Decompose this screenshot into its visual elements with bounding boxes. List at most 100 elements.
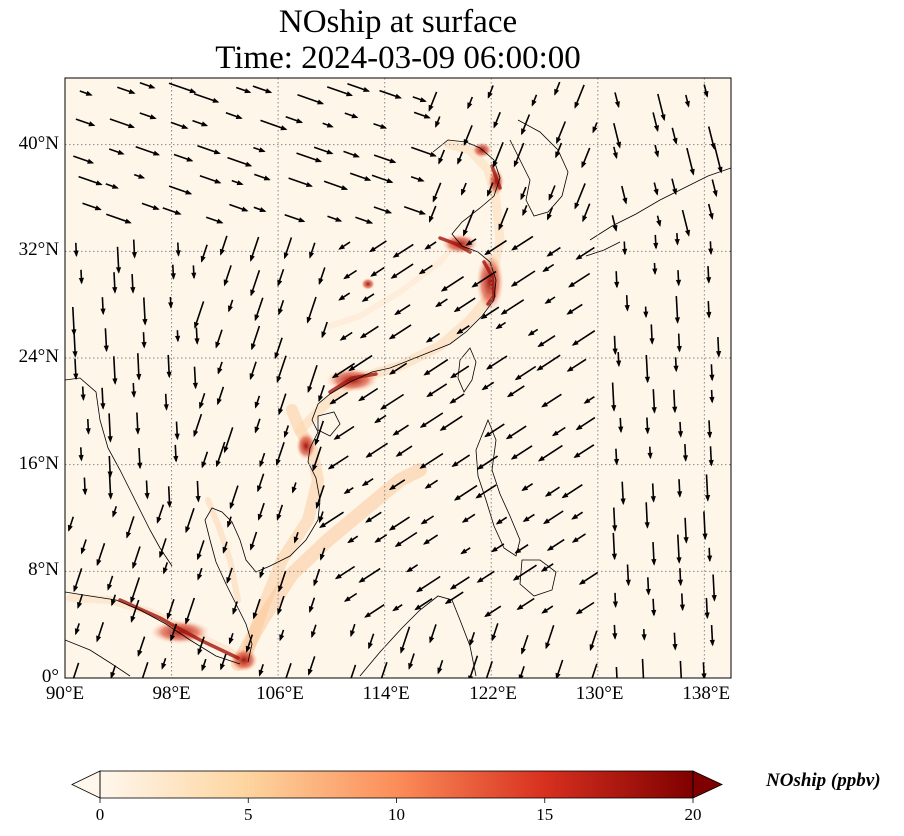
- wind-arrow-head: [420, 518, 428, 525]
- wind-arrow-head: [358, 577, 366, 583]
- wind-arrow-head: [333, 434, 341, 440]
- wind-arrow-head: [537, 455, 545, 462]
- wind-arrow-head: [228, 305, 233, 313]
- wind-arrow-head: [307, 386, 313, 393]
- wind-arrow-head: [139, 680, 144, 687]
- high-concentration-core: [118, 598, 240, 660]
- wind-arrow-head: [82, 488, 88, 496]
- wind-arrow-head: [548, 193, 554, 201]
- wind-arrow-head: [131, 391, 137, 398]
- wind-arrow-head: [419, 422, 427, 428]
- wind-arrow-head: [219, 248, 225, 256]
- wind-arrow-head: [111, 183, 119, 189]
- wind-arrow-head: [707, 431, 713, 439]
- wind-arrow-head: [432, 195, 438, 203]
- wind-arrow-head: [612, 348, 618, 356]
- wind-arrow-head: [649, 338, 655, 345]
- wind-arrow-head: [365, 452, 373, 458]
- wind-arrow-head: [130, 596, 136, 604]
- wind-arrow-head: [257, 485, 262, 493]
- wind-arrow-head: [708, 248, 714, 256]
- wind-arrow-head: [465, 240, 473, 246]
- wind-arrow-head: [278, 585, 283, 593]
- wind-arrow-head: [196, 553, 202, 561]
- wind-arrow-head: [132, 562, 137, 569]
- wind-arrow-head: [166, 612, 172, 620]
- wind-arrow-head: [385, 208, 393, 214]
- map-subtitle-time: Time: 2024-03-09 06:00:00: [215, 40, 581, 76]
- wind-arrow-head: [195, 496, 201, 503]
- wind-arrow-head: [148, 83, 156, 89]
- wind-arrow-head: [672, 644, 678, 651]
- wind-arrow-head: [614, 281, 620, 289]
- wind-arrow-head: [128, 123, 135, 129]
- wind-arrow-head: [625, 579, 631, 587]
- longitude-tick-label: 90°E: [45, 683, 85, 704]
- wind-arrow-head: [274, 352, 280, 360]
- wind-arrow-head: [653, 125, 659, 132]
- wind-arrow-head: [406, 566, 413, 573]
- wind-arrow-head: [651, 407, 657, 414]
- wind-arrow-head: [153, 150, 160, 156]
- wind-arrow-head: [551, 430, 559, 437]
- wind-arrow-head: [87, 158, 95, 164]
- wind-arrow-head: [468, 675, 474, 678]
- wind-arrow-head: [641, 634, 647, 641]
- wind-arrow-head: [706, 311, 712, 319]
- coastlines: [65, 119, 731, 677]
- wind-arrow-head: [701, 673, 707, 678]
- wind-arrow-head: [249, 254, 255, 262]
- wind-arrow-head: [611, 553, 617, 561]
- wind-arrow-head: [435, 120, 441, 128]
- wind-arrow-head: [363, 87, 370, 92]
- indochina-coastline: [204, 461, 321, 663]
- wind-arrow-head: [516, 604, 524, 610]
- wind-arrow-head: [440, 285, 448, 292]
- wind-arrow-head: [390, 273, 398, 279]
- wind-arrow-head: [498, 223, 504, 231]
- wind-arrow-head: [481, 384, 489, 391]
- wind-arrow-head: [510, 281, 518, 287]
- wind-arrow-head: [386, 178, 394, 184]
- wind-arrow-head: [419, 209, 426, 215]
- wind-arrow-head: [428, 104, 434, 112]
- wind-arrow-head: [193, 430, 199, 438]
- wind-arrow-head: [541, 401, 548, 408]
- wind-arrow-head: [571, 513, 579, 520]
- longitude-tick-label: 138°E: [682, 683, 731, 704]
- wind-arrow-head: [319, 522, 326, 528]
- wind-arrow-head: [374, 537, 382, 543]
- wind-arrow-head: [439, 425, 447, 431]
- wind-arrow-head: [460, 548, 468, 555]
- wind-arrow-head: [654, 150, 660, 158]
- wind-arrow-head: [611, 405, 617, 412]
- wind-vectors: [67, 81, 723, 687]
- wind-arrow-head: [426, 391, 434, 398]
- wind-arrow-head: [214, 178, 222, 184]
- wind-arrow-head: [388, 333, 396, 340]
- wind-arrow-head: [309, 251, 314, 259]
- wind-arrow-head: [215, 341, 221, 349]
- wind-arrow-head: [100, 308, 106, 316]
- wind-arrow-head: [185, 189, 193, 195]
- latitude-tick-label: 40°N: [18, 132, 59, 154]
- wind-arrow-head: [522, 209, 528, 217]
- wind-arrow-head: [581, 161, 587, 169]
- wind-arrow-head: [315, 502, 321, 509]
- wind-arrow-head: [463, 139, 469, 146]
- wind-arrow-head: [201, 461, 207, 469]
- wind-arrow-head: [644, 522, 650, 529]
- wind-arrow-head: [612, 525, 618, 532]
- wind-arrow-head: [308, 606, 314, 613]
- wind-arrow-head: [331, 372, 339, 379]
- wind-arrow-head: [645, 588, 651, 596]
- wind-arrow-head: [137, 462, 143, 470]
- wind-arrow-head: [453, 306, 461, 313]
- wind-arrow-head: [480, 313, 488, 320]
- wind-arrow-head: [388, 484, 396, 491]
- wind-arrow-head: [235, 114, 243, 119]
- wind-arrow-head: [95, 180, 103, 186]
- malay-coast-west: [65, 591, 241, 665]
- wind-arrow-head: [492, 160, 498, 168]
- wind-arrow-head: [521, 647, 526, 655]
